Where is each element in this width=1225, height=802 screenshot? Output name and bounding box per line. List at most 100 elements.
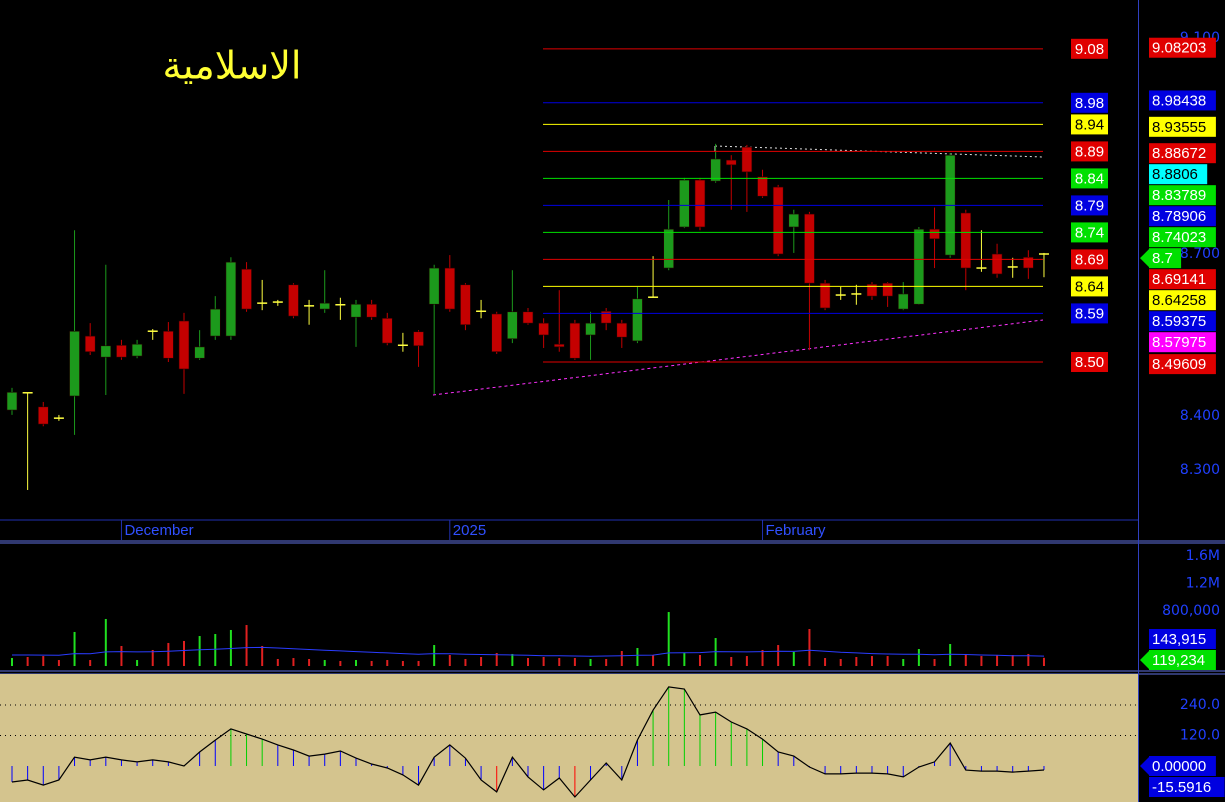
candle-body [241,268,252,310]
candle-body [507,311,518,340]
candle-body [960,212,972,269]
candle-body [1023,256,1034,269]
value-label-box [1149,90,1216,111]
candle-body [444,267,456,310]
value-label: 8.83789 [1152,187,1206,204]
candle-body [991,253,1003,275]
value-label-box [1149,650,1216,670]
value-label: 8.98438 [1152,92,1206,109]
candle-body [741,146,753,173]
x-tick-label: December [124,522,193,539]
candle-body [788,213,800,228]
level-label: 9.08 [1075,41,1104,58]
level-label: 8.84 [1075,170,1104,187]
candle-body [194,346,205,359]
candle-body [632,298,643,342]
level-label-box [1071,114,1108,135]
candle-body [460,284,471,326]
candle-body [913,228,925,305]
x-tick-label: February [766,522,827,539]
candle-body [757,176,768,197]
value-label-box [1149,248,1182,269]
label-arrow [1140,756,1150,777]
candle-body [866,283,878,297]
value-label: 8.49609 [1152,356,1206,373]
candle-body [178,320,190,370]
candle-body [538,322,549,336]
candle-body [116,344,127,358]
value-label: 8.64258 [1152,292,1206,309]
level-label-box [1071,168,1108,189]
value-label: 8.59375 [1152,313,1206,330]
candle-body [288,284,299,317]
value-label: 119,234 [1152,652,1205,669]
volume-average-line [12,646,1045,657]
value-label-box [1149,332,1216,353]
candle-body [209,308,221,337]
value-label: 8.88672 [1152,145,1206,162]
value-label: 8.57975 [1152,334,1206,351]
candle-body [772,186,784,255]
level-label-box [1071,303,1108,324]
level-label-box [1071,249,1108,270]
value-label-box [1149,227,1216,248]
level-label-box [1071,38,1108,59]
value-label: 8.8806 [1152,166,1198,183]
y-tick-label: 120.0 [1180,728,1220,744]
candle-body [804,213,815,284]
value-label-box [1149,269,1216,290]
value-label: 8.69141 [1152,271,1206,288]
level-label: 8.79 [1075,197,1104,214]
candle-body [100,345,112,358]
candle-body [819,282,831,309]
candle-body [413,331,424,347]
trendline [432,319,1044,396]
value-label: 8.74023 [1152,229,1206,246]
candle-body [225,261,237,337]
candle-body [929,228,940,240]
candle-body [897,293,909,310]
y-tick-label: 1.6M [1186,548,1220,564]
candle-body [600,310,612,324]
chart-title: الاسلامية [163,44,302,88]
candle-body [585,322,596,336]
value-label-box [1149,206,1216,227]
level-label-box [1071,141,1108,162]
candle-body [381,317,393,344]
value-label-box [1149,756,1216,777]
candle-body [553,343,565,348]
value-label: 0.00000 [1152,758,1206,775]
value-label: 8.7 [1152,250,1173,267]
label-arrow [1140,650,1150,670]
y-tick-label: 240.0 [1180,697,1220,713]
level-label: 8.94 [1075,116,1104,133]
candle-body [319,302,331,310]
level-label: 8.69 [1075,251,1104,268]
candle-body [131,343,143,357]
value-label: 8.93555 [1152,119,1206,136]
candle-body [428,267,440,305]
value-label-box [1149,164,1208,185]
candle-body [710,158,721,182]
y-tick-label: 8.700 [1180,246,1220,262]
oscillator-line [11,686,1045,798]
level-label: 8.89 [1075,143,1104,160]
candle-body [679,179,690,228]
value-label-box [1149,116,1216,137]
value-label-box [1149,311,1216,332]
y-tick-label: 1.2M [1186,576,1220,592]
candle-body [522,311,534,324]
level-label: 8.59 [1075,305,1104,322]
level-label: 8.74 [1075,224,1104,241]
candle-body [6,391,18,411]
value-label-box [1149,185,1216,206]
candle-body [37,406,49,425]
value-label: 9.08203 [1152,40,1206,57]
candle-body [663,228,675,269]
candle-body [69,330,80,397]
level-label: 8.98 [1075,95,1104,112]
candle-body [491,313,503,353]
